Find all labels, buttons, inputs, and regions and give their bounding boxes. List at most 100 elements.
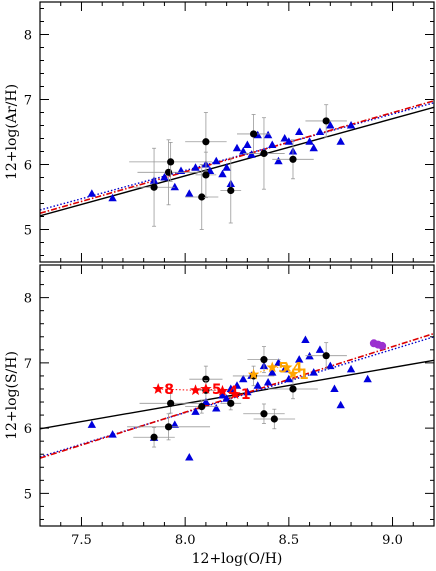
x-axis-label: 12+log(O/H) xyxy=(192,551,283,567)
triangle-point xyxy=(212,404,221,412)
triangle-point xyxy=(326,361,335,370)
circle-point xyxy=(322,352,330,360)
triangle-point xyxy=(326,121,335,129)
triangle-point xyxy=(284,137,294,145)
fit-line-dotted xyxy=(40,102,434,211)
plot-frame xyxy=(39,264,435,527)
triangle-point xyxy=(185,189,194,197)
triangle-point xyxy=(336,400,345,409)
triangle-point xyxy=(232,381,242,389)
star-point xyxy=(189,384,202,396)
triangle-point xyxy=(218,391,227,399)
star-point xyxy=(281,361,293,373)
plot-area: 8 5 4 15 41 xyxy=(40,332,434,461)
circle-point xyxy=(260,410,268,418)
triangle-point xyxy=(212,156,221,165)
triangle-point xyxy=(268,140,277,148)
circle-point xyxy=(202,375,210,383)
circle-point xyxy=(198,402,206,411)
triangle-point xyxy=(170,420,179,428)
triangle-point xyxy=(226,384,235,392)
triangle-point xyxy=(87,189,97,197)
star-label: 5 xyxy=(212,382,222,398)
chart-panel-top: 5 6 7 8 12+log(Ar/H) xyxy=(4,1,435,263)
star-point xyxy=(287,367,299,379)
triangle-point xyxy=(232,143,242,152)
circle-point xyxy=(260,356,268,364)
triangle-point xyxy=(315,127,325,135)
y-axis-label: 12+log(Ar/H) xyxy=(4,84,20,180)
triangle-point xyxy=(330,384,339,392)
triangle-point xyxy=(243,387,252,396)
y-tick-label: 7 xyxy=(24,94,32,109)
star-connector xyxy=(158,388,236,395)
triangle-point xyxy=(346,121,356,129)
triangle-point xyxy=(191,407,200,415)
circle-point xyxy=(198,193,206,201)
y-tick-label: 7 xyxy=(24,357,32,372)
y-tick-label: 6 xyxy=(24,422,32,437)
star-point xyxy=(200,382,212,394)
y-tick-label: 6 xyxy=(24,159,32,174)
star-label: 5 xyxy=(278,360,288,376)
star-label: 4 xyxy=(293,360,303,376)
triangle-point xyxy=(253,381,262,389)
circle-point xyxy=(150,433,158,441)
triangle-point xyxy=(170,182,179,191)
circle-point xyxy=(227,399,235,407)
circle-point xyxy=(167,399,175,407)
circle-point xyxy=(249,130,258,138)
y-tick-label: 8 xyxy=(24,29,32,44)
triangle-point xyxy=(239,374,248,383)
triangle-point xyxy=(239,147,248,155)
y-tick-label: 8 xyxy=(24,292,32,307)
triangle-point xyxy=(185,452,194,461)
star-point xyxy=(229,388,241,400)
triangle-point xyxy=(309,143,318,152)
y-tick-label: 5 xyxy=(24,487,32,502)
star-point xyxy=(266,361,278,373)
triangle-point xyxy=(87,420,97,428)
triangle-point xyxy=(301,335,310,344)
star-label: 8 xyxy=(164,382,174,398)
circle-point xyxy=(289,385,297,393)
triangle-point xyxy=(108,430,117,438)
triangle-point xyxy=(295,127,304,135)
x-tick-label: 8.0 xyxy=(175,533,196,548)
triangle-point xyxy=(191,163,200,171)
y-axis-label: 12+log(S/H) xyxy=(4,351,20,440)
circle-point xyxy=(202,138,210,146)
triangle-point xyxy=(108,193,117,202)
circle-point xyxy=(260,149,268,158)
triangle-point xyxy=(305,137,314,145)
triangle-point xyxy=(222,394,231,402)
x-tick-label: 8.5 xyxy=(278,533,299,548)
circle-point xyxy=(270,415,278,423)
circle-point xyxy=(164,423,173,431)
triangle-point xyxy=(263,377,273,386)
star-point xyxy=(247,368,260,380)
star-point xyxy=(216,384,229,396)
triangle-point xyxy=(268,368,277,376)
star-label: 4 xyxy=(228,384,238,400)
triangle-point xyxy=(274,358,283,366)
triangle-point xyxy=(243,140,252,148)
triangle-point xyxy=(284,374,294,383)
y-tick-label: 5 xyxy=(24,224,32,239)
triangle-point xyxy=(218,169,227,178)
plot-area xyxy=(40,100,434,230)
circle-point xyxy=(227,186,235,195)
triangle-point xyxy=(201,397,211,406)
circle-point xyxy=(202,171,210,179)
triangle-point xyxy=(247,150,256,158)
circle-point xyxy=(150,183,158,191)
triangle-point xyxy=(346,364,356,373)
fit-line-dotted xyxy=(40,336,434,458)
star-label: 1 xyxy=(299,367,309,383)
triangle-point xyxy=(263,130,273,139)
circle-point xyxy=(289,155,297,163)
triangle-point xyxy=(222,163,231,171)
triangle-point xyxy=(295,355,304,363)
triangle-point xyxy=(336,137,345,145)
